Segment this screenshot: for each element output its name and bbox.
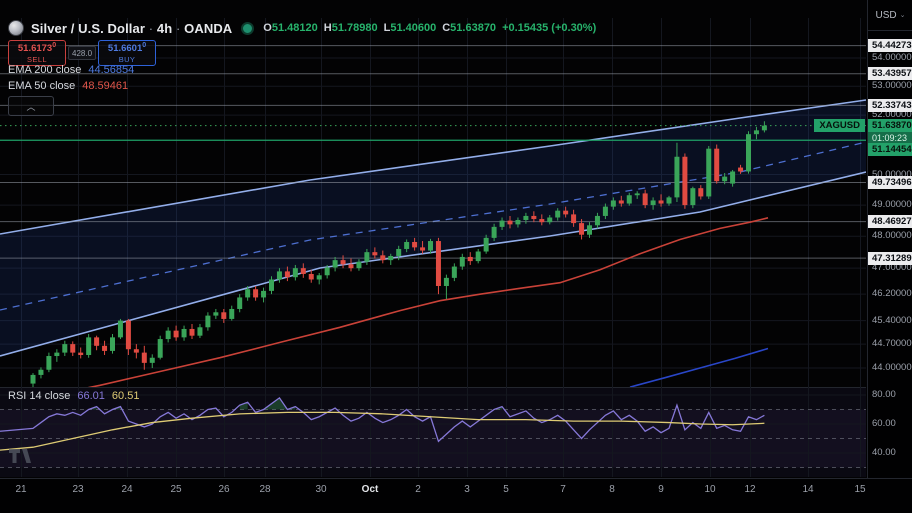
- symbol-title[interactable]: Silver / U.S. Dollar · 4h · OANDA: [31, 20, 233, 36]
- price-level-label: 52.33743: [868, 98, 912, 112]
- rsi-tick: 80.00: [872, 389, 896, 400]
- price-tick: 46.20000: [872, 288, 912, 300]
- high-value: 51.78980: [331, 22, 378, 34]
- legend-collapse-button[interactable]: ︿: [8, 96, 54, 116]
- time-tick: 3: [464, 484, 470, 495]
- market-status-icon[interactable]: [241, 21, 255, 35]
- time-tick: 24: [121, 484, 133, 495]
- exchange-label: OANDA: [184, 20, 233, 36]
- price-tick: 44.70000: [872, 338, 912, 350]
- chart-header: Silver / U.S. Dollar · 4h · OANDA O51.48…: [8, 20, 596, 36]
- time-tick: 21: [15, 484, 27, 495]
- rsi-legend[interactable]: RSI 14 close 66.01 60.51: [8, 390, 140, 402]
- timeframe-label: 4h: [156, 20, 173, 36]
- time-tick: 2: [415, 484, 421, 495]
- time-tick: 9: [658, 484, 664, 495]
- tradingview-logo: [9, 449, 31, 463]
- spread-value: 428.0: [68, 46, 97, 60]
- time-tick: 14: [802, 484, 814, 495]
- change-value: +0.15435 (+0.30%): [502, 22, 597, 34]
- price-tick: 54.00000: [872, 52, 912, 63]
- trade-panel: 51.61730 SELL 428.0 51.66010 BUY: [8, 40, 157, 66]
- alert-level-label: 51.14454: [868, 142, 912, 156]
- indicator-legend: EMA 200 close 44.56854 EMA 50 close 48.5…: [8, 64, 134, 116]
- price-tick: 44.00000: [872, 362, 912, 374]
- price-level-label: 54.44273: [868, 39, 912, 53]
- symbol-tag: XAGUSD: [814, 118, 865, 132]
- countdown-label: 01:09:23: [868, 131, 912, 144]
- time-tick: 8: [609, 484, 615, 495]
- chevron-down-icon: ⌄: [899, 12, 906, 19]
- price-level-label: 49.73496: [868, 176, 912, 190]
- price-tick: 53.00000: [872, 80, 912, 92]
- silver-symbol-icon: [8, 20, 24, 36]
- buy-button[interactable]: 51.66010 BUY: [98, 40, 157, 66]
- rsi-tick: 40.00: [872, 447, 896, 458]
- time-tick: 12: [744, 484, 756, 495]
- ohlc-readout: O51.48120 H51.78980 L51.40600 C51.63870 …: [263, 22, 597, 34]
- time-tick: 5: [503, 484, 509, 495]
- price-level-label: 47.31289: [868, 251, 912, 265]
- price-tick: 50.00000: [872, 168, 912, 180]
- price-axis[interactable]: USD ⌄ 54.00000 53.00000 52.00000 50.00000 49.…: [867, 0, 912, 478]
- price-level-label: 53.43957: [868, 67, 912, 81]
- last-price-label: 51.63870: [868, 118, 912, 132]
- time-tick: 7: [560, 484, 566, 495]
- rsi-ma-value: 60.51: [111, 390, 140, 402]
- rsi-tick: 60.00: [872, 418, 896, 429]
- open-value: 51.48120: [271, 22, 318, 34]
- time-tick: 25: [170, 484, 182, 495]
- time-tick: Oct: [361, 484, 379, 495]
- price-tick: 52.00000: [872, 109, 912, 121]
- price-tick: 48.00000: [872, 230, 912, 242]
- time-tick: 15: [854, 484, 866, 495]
- price-tick: 47.00000: [872, 262, 912, 274]
- time-tick: 28: [259, 484, 271, 495]
- price-tick: 45.40000: [872, 314, 912, 326]
- sell-button[interactable]: 51.61730 SELL: [8, 40, 66, 66]
- time-axis[interactable]: 21 23 24 25 26 28 30 Oct 2 3 5 7 8 9 10 12 14 15: [0, 478, 912, 513]
- time-tick: 10: [704, 484, 716, 495]
- time-tick: 26: [218, 484, 230, 495]
- price-tick: 49.00000: [872, 199, 912, 211]
- ema50-legend-row[interactable]: EMA 50 close 48.59461: [8, 80, 129, 92]
- time-tick: 30: [315, 484, 327, 495]
- ema50-value: 48.59461: [82, 80, 129, 92]
- ema200-legend-row[interactable]: EMA 200 close 44.56854: [8, 64, 135, 76]
- time-tick: 23: [72, 484, 84, 495]
- close-value: 51.63870: [450, 22, 497, 34]
- rsi-value: 66.01: [77, 390, 105, 402]
- price-level-label: 48.46927: [868, 215, 912, 229]
- low-value: 51.40600: [390, 22, 437, 34]
- ema200-value: 44.56854: [88, 64, 135, 76]
- currency-selector[interactable]: USD ⌄: [868, 0, 912, 31]
